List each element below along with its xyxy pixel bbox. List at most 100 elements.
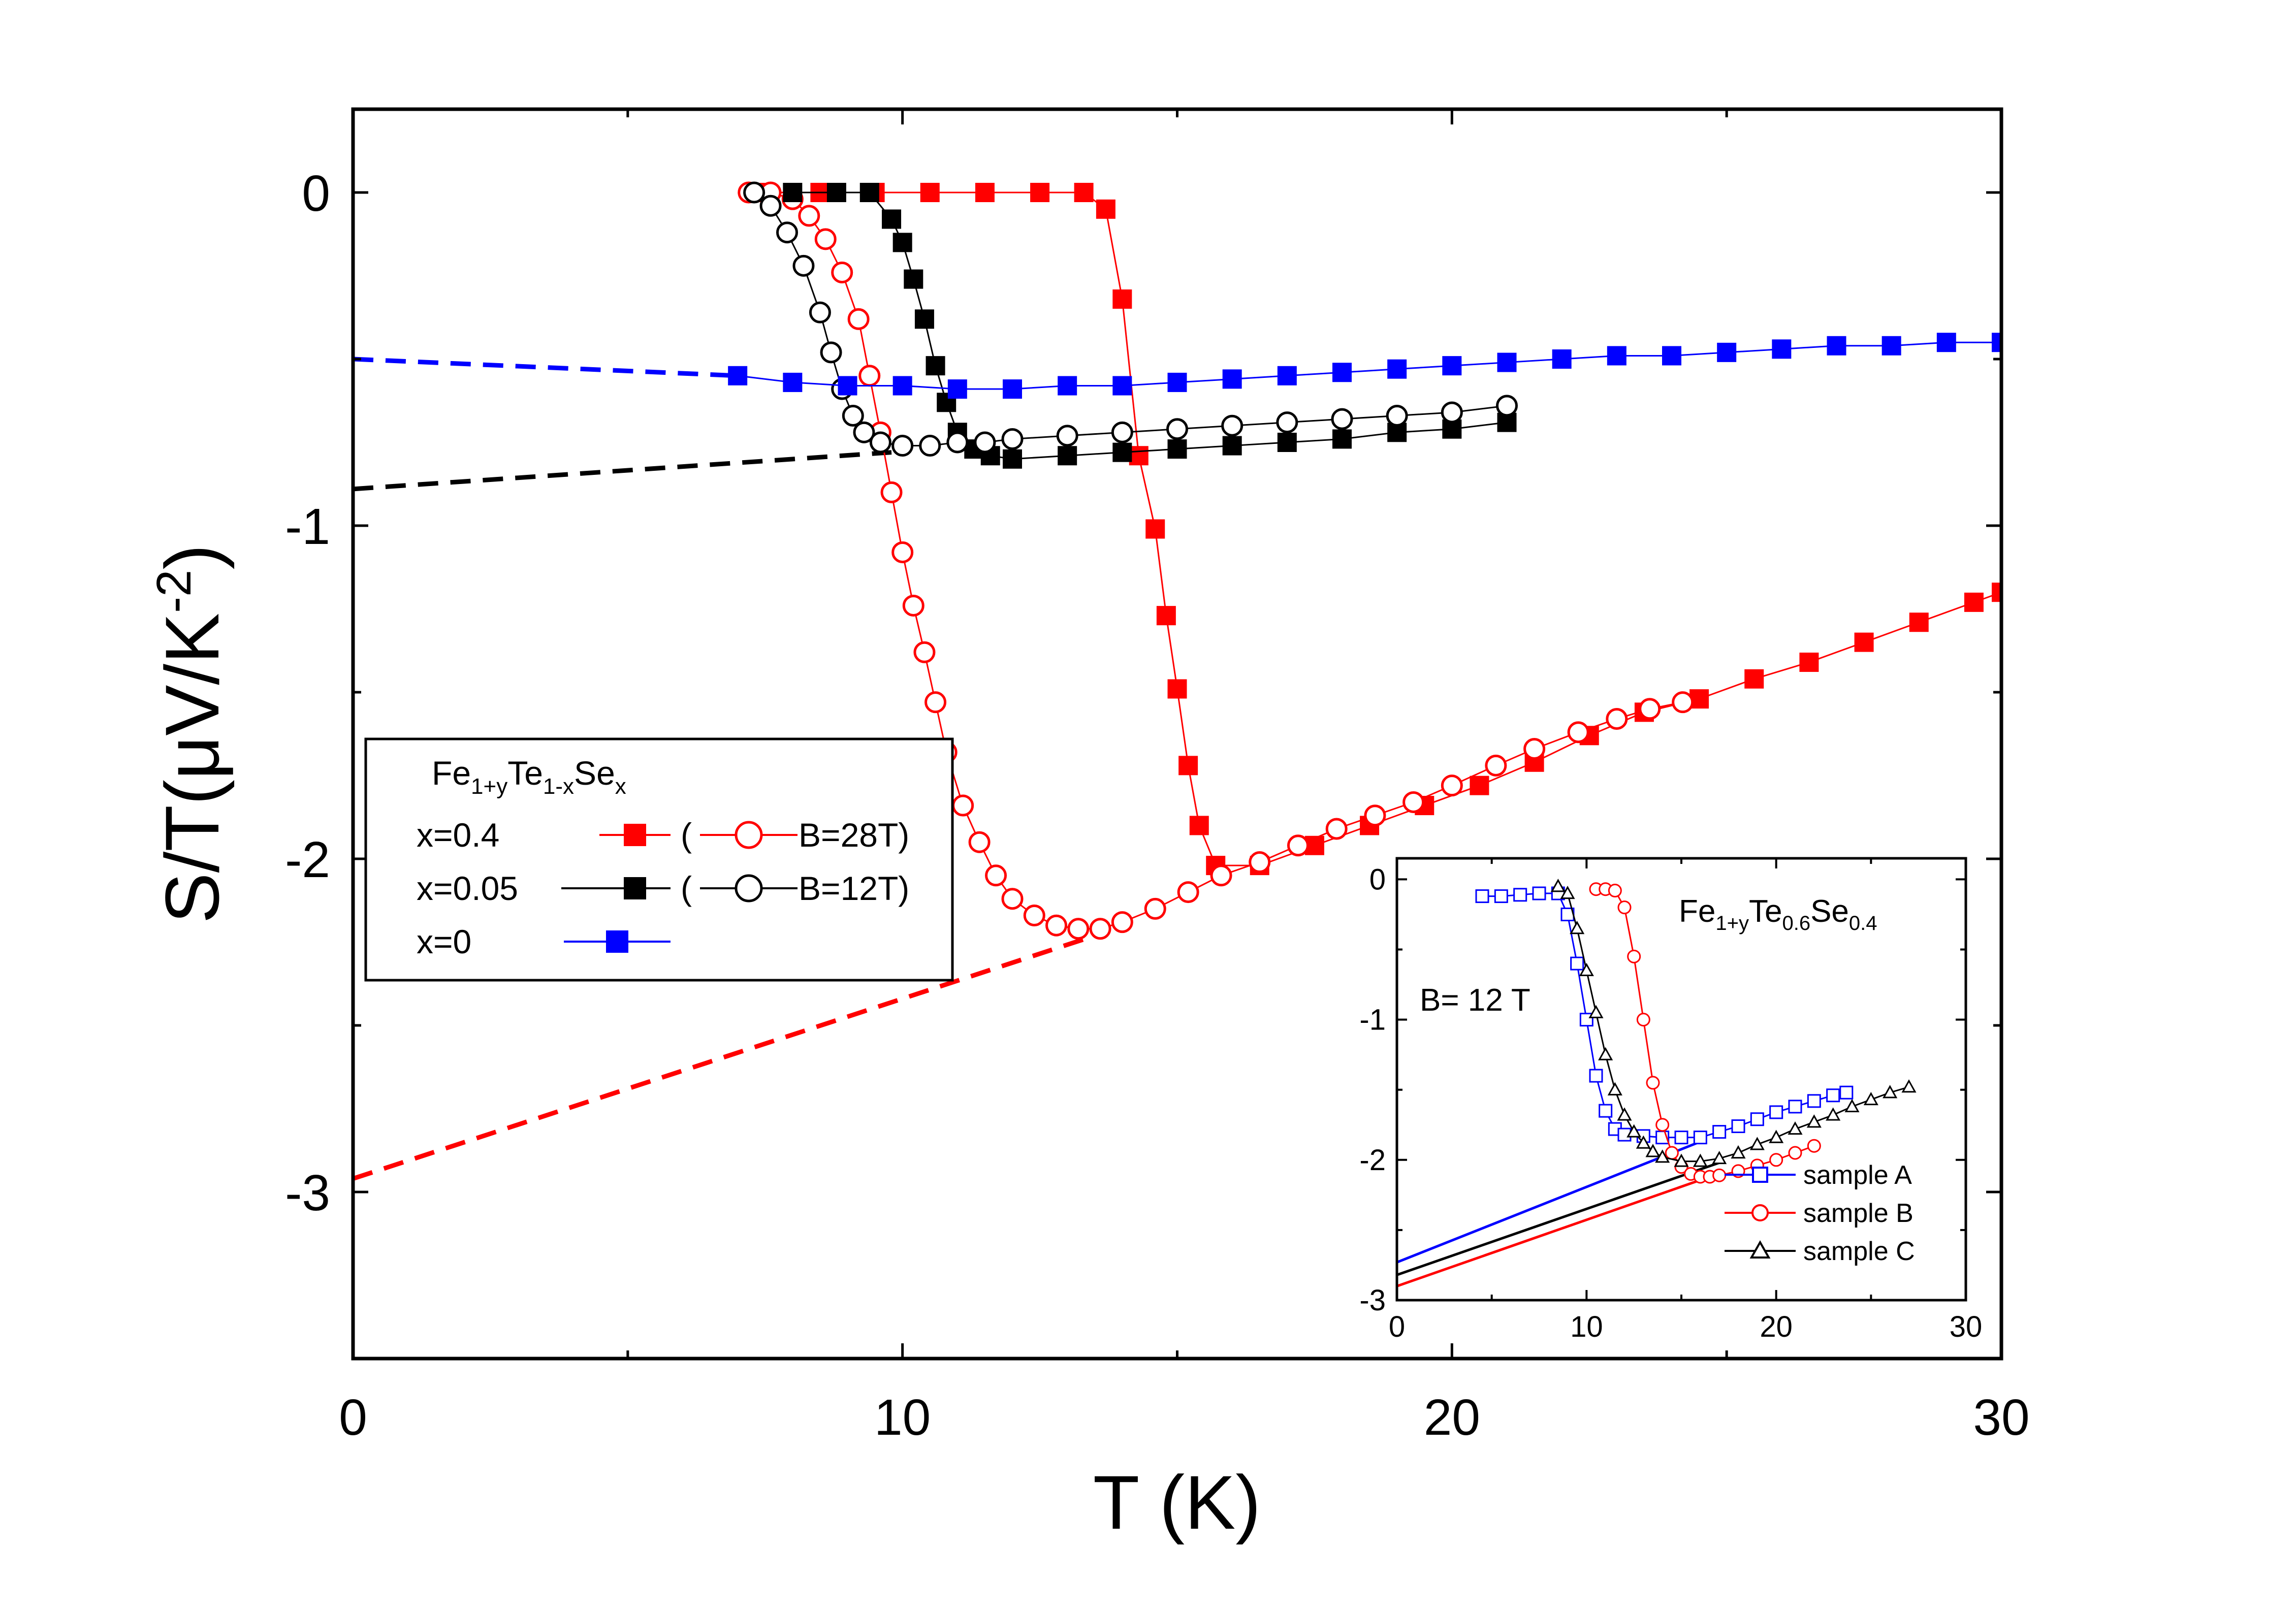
main-series-x-0-4-b-28t-point	[1249, 851, 1271, 874]
main-series-x-0-4-b-28t-point	[847, 308, 870, 330]
inset-series-sample-a-point	[1513, 888, 1527, 902]
main-series-x-0-4-point	[1909, 612, 1929, 632]
inset-legend-label-a: sample A	[1803, 1160, 1912, 1190]
main-series-x-0-point	[1167, 372, 1187, 392]
inset-series-sample-b-point	[1617, 900, 1632, 915]
inset-legend-marker-c	[1749, 1240, 1771, 1259]
main-series-x-0-05	[783, 183, 1517, 469]
main-series-x-0-4-point	[1074, 183, 1094, 202]
main-series-x-0-4-point	[1096, 199, 1115, 219]
main-series-x-0-05-b-12t-point	[1441, 401, 1463, 424]
main-series-x-0-point	[892, 376, 912, 396]
main-series-x-0-05-b-12t-point	[1056, 425, 1078, 447]
inset-series-sample-c-point	[1883, 1085, 1898, 1099]
inset-y-tick-label: -3	[1359, 1284, 1386, 1317]
legend-marker-x04	[624, 824, 646, 846]
legend-label-x04: x=0.4	[417, 816, 499, 854]
main-series-x-0-05-point	[1003, 449, 1022, 469]
inset-series-sample-b-point	[1655, 1118, 1670, 1132]
main-series-x-0-point	[1277, 366, 1297, 385]
main-series-x-0-4-b-28t-point	[924, 691, 947, 714]
legend-field-x04: B=28T)	[799, 816, 909, 854]
main-legend-title: Fe1+yTe1-xSex	[432, 754, 626, 799]
inset-series-sample-c-point	[1749, 1137, 1765, 1150]
main-series-x-0-05-point	[892, 233, 912, 252]
main-x-tick-label: 0	[339, 1389, 367, 1446]
inset-x-tick-label: 20	[1760, 1310, 1793, 1343]
main-series-x-0-4-b-28t-point	[880, 481, 903, 503]
main-series-x-0-point	[838, 376, 857, 396]
inset-y-tick-label: -2	[1359, 1144, 1386, 1177]
main-series-x-0-point	[1112, 376, 1132, 396]
inset-series-sample-c-point	[1863, 1091, 1878, 1106]
main-series-x-0-point	[1222, 369, 1242, 389]
main-series-x-0-05-point	[1058, 446, 1077, 466]
inset-series-sample-c-point	[1655, 1149, 1670, 1163]
main-series-x-0-4-b-28t-point	[814, 228, 837, 250]
main-series-x-0-point	[1607, 346, 1627, 366]
inset-series-sample-c-point	[1617, 1107, 1632, 1121]
main-series-x-0-05-b-12t-point	[809, 301, 831, 324]
inset-legend-row-b: sample B	[1725, 1199, 1914, 1228]
inset-series-sample-c-point	[1674, 1153, 1689, 1167]
inset-series-sample-a-point	[1826, 1088, 1840, 1103]
inset-series-sample-c-point	[1731, 1145, 1746, 1159]
inset-series-sample-a-point	[1839, 1085, 1854, 1100]
main-series-x-0-4-point	[1964, 592, 1984, 612]
inset-series-sample-a-point	[1674, 1131, 1688, 1145]
inset-series-sample-a-point	[1693, 1131, 1707, 1145]
main-series-x-0-4-b-28t-point	[1023, 905, 1045, 927]
inset-series-sample-a-point	[1494, 889, 1508, 904]
inset-series-sample-a-point	[1807, 1094, 1821, 1108]
main-series-x-0-05-b-12t-point	[743, 181, 766, 204]
main-series-x-0-4-point	[1854, 632, 1874, 652]
main-series-x-0-05-point	[882, 209, 902, 229]
main-series-x-0-4-b-28t-point	[1001, 888, 1024, 910]
main-series-x-0-4-b-28t-point	[1441, 775, 1463, 797]
main-series-x-0-4-point	[1030, 183, 1050, 202]
x-axis-label: T (K)	[1093, 1460, 1261, 1545]
main-extrapolation-lines	[353, 357, 1107, 1181]
main-series-x-0-05-b-12t-point	[1166, 418, 1188, 440]
main-series-x-0-4-point	[1744, 669, 1764, 689]
inset-series-sample-c-point	[1788, 1121, 1803, 1135]
inset-series-sample-c-point	[1769, 1130, 1784, 1143]
legend-field-x005: B=12T)	[799, 869, 909, 907]
main-series-x-0-05-b-12t-point	[842, 405, 864, 427]
main-series-x-0-point	[1552, 349, 1572, 369]
inset-x-ticks: 0 10 20 30	[1389, 858, 1982, 1343]
y-axis-label: S/T(μV/K-2)	[147, 544, 235, 924]
inset-series-sample-a-point	[1532, 886, 1546, 900]
main-series-x-0-05-b-12t-point	[1001, 428, 1024, 450]
main-series-x-0-4-b-28t-point	[985, 864, 1007, 887]
main-series-x-0-05-b-12t-point	[759, 195, 782, 217]
inset-series-sample-b-point	[1608, 884, 1622, 898]
main-series-x-0-05-b-12t-point	[1276, 411, 1298, 434]
main-series-x-0-4-point	[1145, 519, 1165, 539]
main-series-x-0-4-b-28t-point	[968, 831, 991, 853]
main-series-x-0-05-point	[1167, 439, 1187, 459]
inset-x-tick-label: 30	[1950, 1310, 1983, 1343]
inset-x-tick-label: 0	[1389, 1310, 1405, 1343]
main-series-x-0-4-point	[1189, 816, 1209, 835]
main-series-x-0-05-b-12t-point	[1111, 421, 1133, 443]
inset-series-sample-c-point	[1598, 1047, 1613, 1060]
main-series-x-0-4-b-28t-point	[831, 261, 853, 283]
inset-extrap-sample-b-fit	[1397, 1175, 1710, 1287]
main-series-x-0-05-point	[826, 183, 846, 202]
inset-x-tick-label: 10	[1570, 1310, 1603, 1343]
main-series-x-0-05-point	[783, 183, 803, 202]
main-x-ticks: 0 10 20 30	[339, 109, 2030, 1446]
inset-series-sample-c-point	[1901, 1079, 1917, 1093]
main-series-x-0-point	[947, 379, 967, 399]
inset-series-sample-a-point	[1731, 1119, 1745, 1134]
main-series-x-0-4-b-28t-point	[1485, 754, 1507, 777]
main-y-tick-label: -1	[285, 498, 330, 555]
main-series-x-0-4-b-28t-point	[891, 541, 914, 563]
legend-paren-x04: (	[681, 816, 692, 854]
legend-marker-x005	[624, 877, 646, 899]
inset-series-sample-c-point	[1560, 885, 1575, 899]
inset-series-sample-c-point	[1844, 1099, 1860, 1112]
inset-series-sample-a-point	[1769, 1105, 1783, 1119]
main-series-x-0-05-b-12t-point	[1331, 408, 1353, 430]
